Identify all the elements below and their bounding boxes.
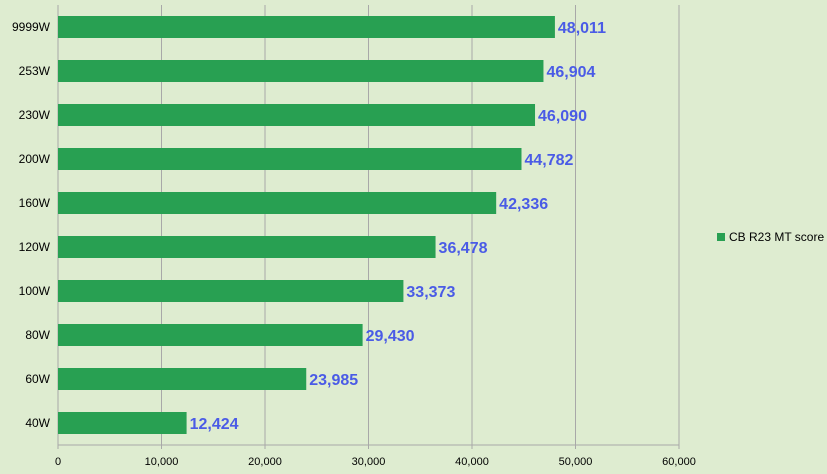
x-axis-tick-labels: 0 10,000 20,000 30,000 40,000 50,000 60,000 <box>55 456 696 468</box>
category-label: 80W <box>25 328 50 342</box>
category-label: 40W <box>25 416 50 430</box>
bar <box>58 104 536 126</box>
value-label: 12,424 <box>190 416 239 433</box>
x-tick-label: 60,000 <box>662 456 696 468</box>
bar <box>58 16 555 38</box>
value-label: 46,090 <box>538 108 587 125</box>
bar <box>58 148 522 170</box>
x-tick-label: 20,000 <box>248 456 282 468</box>
bar <box>58 412 187 434</box>
legend: CB R23 MT score <box>717 230 824 244</box>
bars <box>58 16 555 434</box>
legend-label: CB R23 MT score <box>729 230 824 244</box>
legend-swatch <box>717 233 725 241</box>
x-tick-label: 10,000 <box>145 456 179 468</box>
bar <box>58 280 404 302</box>
bar <box>58 236 436 258</box>
value-label: 36,478 <box>439 240 488 257</box>
value-label: 48,011 <box>558 20 606 37</box>
bar <box>58 324 363 346</box>
category-label: 60W <box>25 372 50 386</box>
bar <box>58 192 497 214</box>
x-tick-label: 50,000 <box>559 456 593 468</box>
value-label: 46,904 <box>546 64 595 81</box>
value-label: 29,430 <box>366 328 415 345</box>
category-label: 200W <box>19 152 51 166</box>
x-tick-label: 0 <box>55 456 61 468</box>
bar <box>58 60 544 82</box>
category-label: 160W <box>19 196 51 210</box>
category-label: 253W <box>19 64 51 78</box>
category-label: 120W <box>19 240 51 254</box>
value-label: 42,336 <box>499 196 548 213</box>
x-tick-label: 40,000 <box>455 456 489 468</box>
category-label: 100W <box>19 284 51 298</box>
category-label: 9999W <box>12 20 51 34</box>
category-labels: 9999W 253W 230W 200W 160W 120W 100W 80W 60W 40W <box>12 20 51 430</box>
value-label: 33,373 <box>406 284 455 301</box>
x-tick-label: 30,000 <box>352 456 386 468</box>
bar <box>58 368 307 390</box>
category-label: 230W <box>19 108 51 122</box>
value-label: 44,782 <box>524 152 573 169</box>
value-label: 23,985 <box>309 372 358 389</box>
value-labels: 48,011 46,904 46,090 44,782 42,336 36,478 33,3… <box>190 20 606 433</box>
